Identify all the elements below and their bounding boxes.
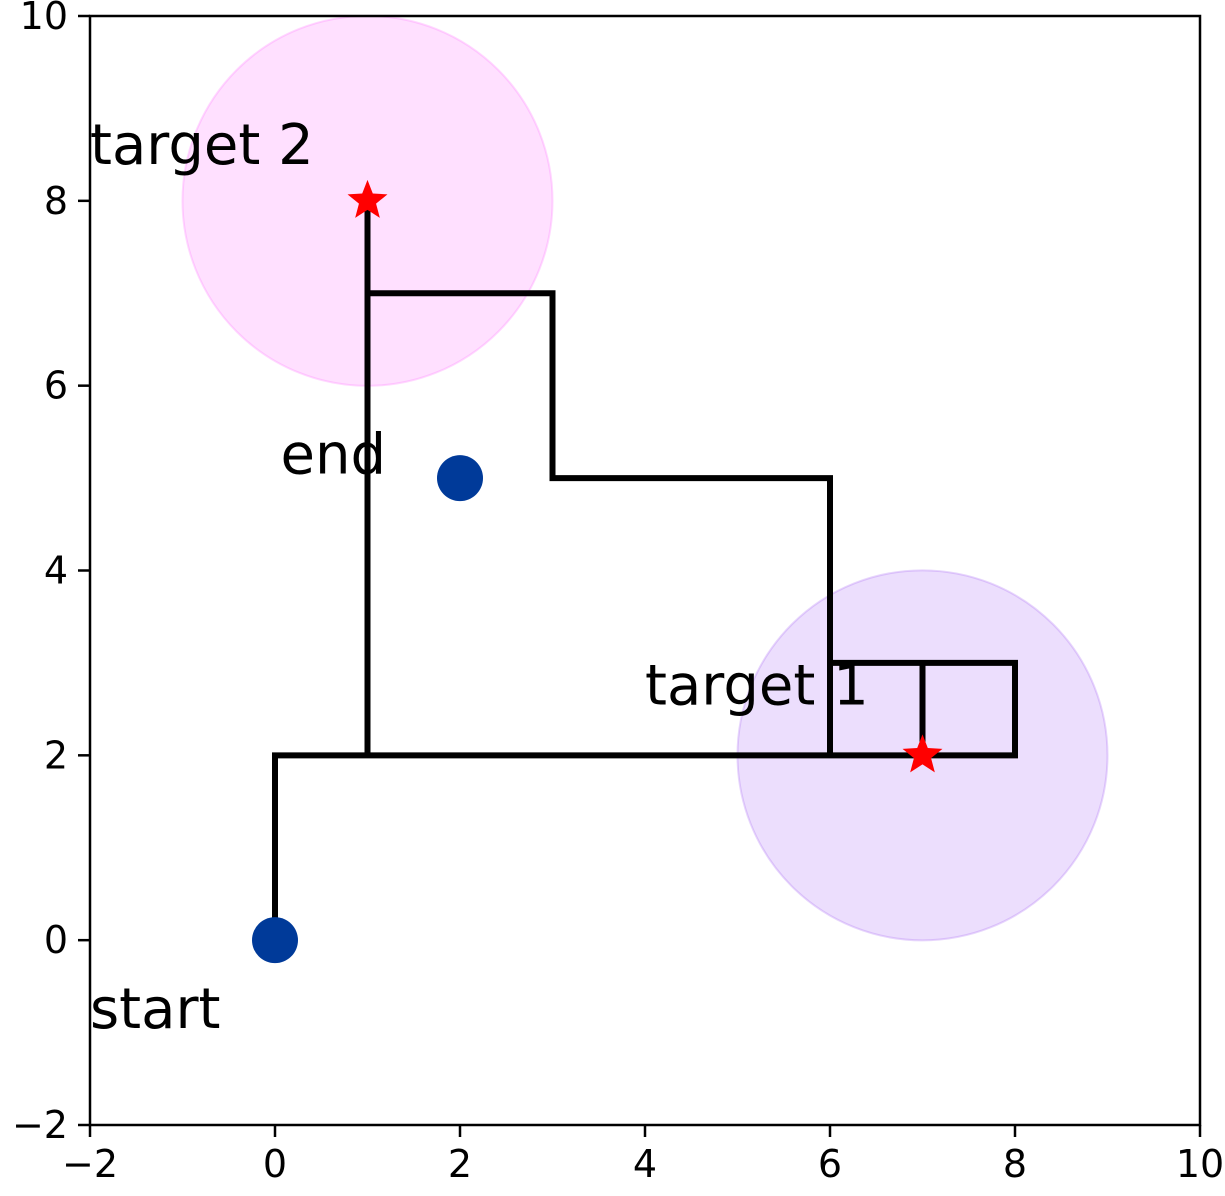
target-1-label: target 1 bbox=[645, 654, 869, 719]
axes: −2 0 2 4 6 8 10 −2 0 2 4 6 8 10 bbox=[12, 0, 1224, 1186]
y-tick-label: 10 bbox=[20, 0, 68, 38]
x-tick-label: −2 bbox=[62, 1142, 118, 1186]
target-2-label: target 2 bbox=[90, 113, 314, 178]
x-tick-label: 0 bbox=[263, 1142, 287, 1186]
x-tick-label: 6 bbox=[818, 1142, 842, 1186]
y-tick-label: 6 bbox=[44, 364, 68, 408]
y-tick-label: 8 bbox=[44, 179, 68, 223]
target-1-star-marker bbox=[902, 734, 943, 773]
y-tick-label: −2 bbox=[12, 1103, 68, 1147]
x-tick-label: 10 bbox=[1176, 1142, 1224, 1186]
x-tick-label: 4 bbox=[633, 1142, 657, 1186]
y-tick-label: 4 bbox=[44, 549, 68, 593]
markers bbox=[252, 179, 943, 964]
annotations: start end target 1 target 2 bbox=[90, 113, 869, 1042]
x-tick-label: 8 bbox=[1003, 1142, 1027, 1186]
start-point bbox=[252, 917, 298, 964]
y-tick-label: 2 bbox=[44, 733, 68, 777]
path-layer bbox=[272, 200, 1018, 941]
end-point bbox=[437, 455, 483, 502]
end-label: end bbox=[281, 422, 387, 487]
target-2-star-marker bbox=[347, 179, 388, 218]
path-line bbox=[272, 200, 1018, 941]
x-tick-label: 2 bbox=[448, 1142, 472, 1186]
start-label: start bbox=[90, 977, 220, 1042]
y-tick-label: 0 bbox=[44, 918, 68, 962]
